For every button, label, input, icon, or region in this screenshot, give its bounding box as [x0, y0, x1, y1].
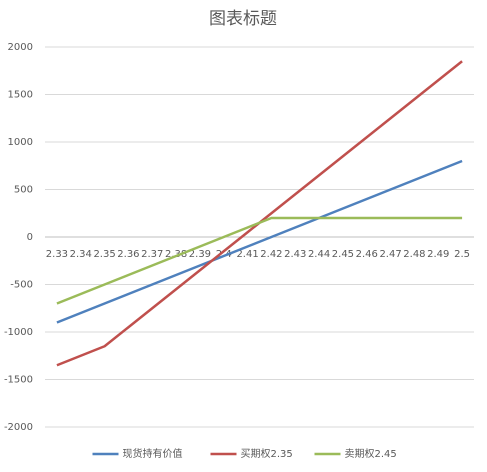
x-tick-label: 2.39 — [189, 249, 211, 260]
series-line — [56, 159, 463, 324]
x-tick-label: 2.37 — [141, 249, 163, 260]
x-tick-label: 2.41 — [236, 249, 258, 260]
legend-label: 买期权2.35 — [241, 447, 293, 460]
y-tick-label: 2000 — [8, 42, 33, 53]
x-tick-label: 2.43 — [284, 249, 306, 260]
x-tick-label: 2.42 — [260, 249, 282, 260]
legend-label: 现货持有价值 — [123, 447, 183, 460]
y-tick-label: 1500 — [8, 90, 33, 101]
y-tick-label: -1000 — [4, 327, 33, 338]
y-tick-label: -500 — [10, 280, 33, 291]
y-tick-label: 1000 — [8, 137, 33, 148]
y-tick-label: -2000 — [4, 422, 33, 433]
x-tick-label: 2.5 — [454, 249, 470, 260]
series-line — [56, 216, 463, 305]
x-tick-label: 2.47 — [379, 249, 401, 260]
legend-label: 卖期权2.45 — [345, 447, 397, 460]
x-tick-label: 2.33 — [46, 249, 68, 260]
x-tick-label: 2.4 — [216, 249, 232, 260]
x-tick-label: 2.49 — [427, 249, 449, 260]
x-tick-label: 2.35 — [93, 249, 115, 260]
x-tick-label: 2.38 — [165, 249, 187, 260]
y-tick-label: 500 — [14, 185, 33, 196]
x-tick-label: 2.45 — [332, 249, 354, 260]
x-tick-label: 2.48 — [403, 249, 425, 260]
x-tick-label: 2.44 — [308, 249, 330, 260]
y-tick-label: -1500 — [4, 375, 33, 386]
y-tick-label: 0 — [27, 232, 33, 243]
chart-title: 图表标题 — [209, 9, 277, 29]
x-tick-label: 2.34 — [70, 249, 92, 260]
x-tick-label: 2.36 — [117, 249, 139, 260]
x-tick-label: 2.46 — [356, 249, 378, 260]
